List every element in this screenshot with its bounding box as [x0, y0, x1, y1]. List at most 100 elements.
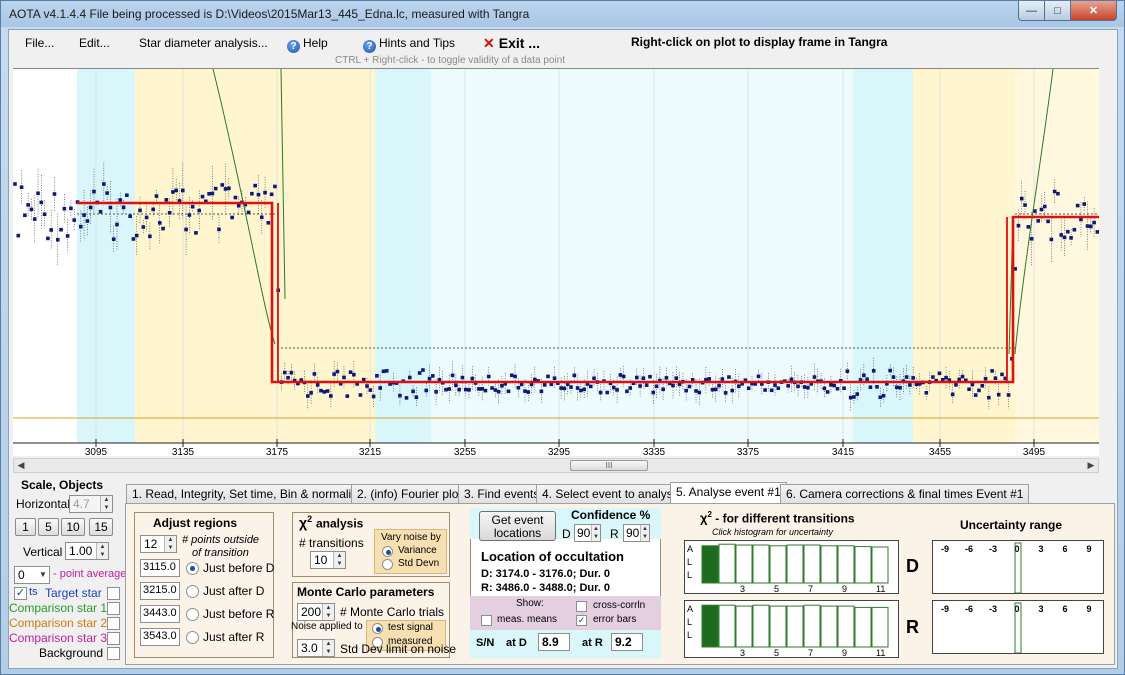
tab-select-event[interactable]: 4. Select event to analyse: [536, 484, 686, 503]
cross-corrln-checkbox[interactable]: [576, 601, 587, 612]
data-point: [687, 384, 692, 389]
data-point: [65, 234, 70, 238]
data-point: [572, 373, 577, 378]
menu-hints[interactable]: ? Hints and Tips: [363, 36, 455, 53]
data-point: [1013, 267, 1017, 271]
spinner-arrows-icon[interactable]: ▲ ▼: [591, 525, 600, 541]
scale-button-5[interactable]: 5: [38, 518, 59, 536]
d-uncertainty-plot[interactable]: -9 -6 -3 0 3 6 9: [932, 540, 1104, 594]
right-click-note: Right-click on plot to display frame in …: [631, 35, 888, 49]
confidence-r-spinner[interactable]: 90 ▲ ▼: [623, 524, 650, 542]
data-point: [108, 205, 113, 210]
light-curve-plot[interactable]: 3095 3135 3175 3215 3255 3295 3335 3375 3415 3455…: [13, 68, 1099, 457]
show-options-band: [470, 596, 661, 630]
vertical-scale-spinner[interactable]: 1.00 ▲ ▼: [65, 542, 109, 560]
data-point: [585, 382, 590, 386]
meas-means-checkbox[interactable]: [481, 615, 492, 626]
confidence-d-spinner[interactable]: 90 ▲ ▼: [574, 524, 601, 542]
scale-button-15[interactable]: 15: [89, 518, 113, 536]
menu-edit[interactable]: Edit...: [79, 36, 110, 50]
maximize-button[interactable]: □: [1044, 1, 1071, 21]
region-radio[interactable]: [186, 562, 199, 575]
scroll-right-icon[interactable]: ▶: [1087, 460, 1095, 470]
close-button[interactable]: ✕: [1070, 1, 1117, 21]
monte-carlo-trials-spinner[interactable]: 200 ▲ ▼: [297, 603, 335, 621]
histogram-tick-label: 7: [808, 584, 813, 593]
uncertainty-tick-label: -6: [965, 604, 973, 614]
region-frame-input[interactable]: 3215.0: [140, 582, 180, 600]
spinner-arrows-icon[interactable]: ▲ ▼: [100, 496, 112, 512]
data-point: [875, 385, 879, 389]
data-point: [111, 237, 116, 241]
r-chi-histogram[interactable]: A L L 1 3 5 7 9 11: [684, 600, 899, 658]
chevron-down-icon[interactable]: ▼: [37, 567, 49, 583]
tab-find-events[interactable]: 3. Find events: [458, 484, 546, 503]
confidence-title: Confidence %: [571, 508, 651, 522]
d-chi-histogram[interactable]: A L L 1 3 5 7 9 11: [684, 540, 899, 594]
comparison-star-3-checkbox[interactable]: [107, 632, 120, 645]
data-point: [358, 393, 363, 397]
histogram-bar: [786, 605, 804, 648]
horizontal-scale-spinner[interactable]: 4.7 ▲ ▼: [69, 495, 113, 513]
std-dev-limit-spinner[interactable]: 3.0 ▲ ▼: [297, 639, 335, 657]
error-bars-checkbox[interactable]: ✓: [576, 615, 587, 626]
data-point: [802, 385, 807, 389]
spinner-arrows-icon[interactable]: ▲ ▼: [96, 543, 108, 559]
menu-help[interactable]: ? Help: [287, 36, 328, 53]
region-radio[interactable]: [186, 608, 199, 621]
scroll-thumb[interactable]: III: [570, 460, 648, 471]
uncertainty-tick-label: -6: [965, 544, 973, 554]
data-point: [243, 202, 248, 207]
data-point: [148, 234, 152, 239]
light-curve-svg[interactable]: 3095 3135 3175 3215 3255 3295 3335 3375 3415 3455…: [13, 69, 1099, 457]
comparison-star-1-checkbox[interactable]: [107, 602, 120, 615]
target-star-checkbox[interactable]: ✓: [14, 587, 27, 600]
transitions-spinner[interactable]: 10 ▲ ▼: [310, 551, 346, 569]
scale-button-1[interactable]: 1: [15, 518, 36, 536]
horizontal-label: Horizontal: [16, 497, 71, 511]
tab-fourier[interactable]: 2. (info) Fourier plot: [351, 484, 468, 503]
menu-star-diameter[interactable]: Star diameter analysis...: [139, 36, 268, 50]
data-point: [526, 390, 531, 394]
uncertainty-tick-label: 9: [1086, 604, 1091, 614]
variance-radio[interactable]: [382, 546, 393, 557]
scroll-left-icon[interactable]: ◀: [17, 460, 25, 470]
test-signal-radio[interactable]: [372, 623, 383, 634]
spinner-arrows-icon[interactable]: ▲ ▼: [333, 552, 345, 568]
spinner-arrows-icon[interactable]: ▲ ▼: [164, 536, 176, 552]
menu-exit[interactable]: ✕ Exit ...: [483, 35, 540, 52]
title-bar[interactable]: AOTA v4.1.4.4 File being processed is D:…: [1, 1, 1124, 27]
spinner-arrows-icon[interactable]: ▲ ▼: [322, 640, 334, 656]
minimize-button[interactable]: —: [1018, 1, 1045, 21]
tab-analyse-event[interactable]: 5. Analyse event #1: [670, 482, 787, 504]
get-event-locations-button[interactable]: Get event locations: [479, 511, 556, 541]
target-star-extra-checkbox[interactable]: [107, 587, 120, 600]
plot-horizontal-scrollbar[interactable]: ◀ III ▶: [13, 458, 1099, 473]
histogram-tick-label: 11: [876, 584, 885, 593]
tab-camera-corrections[interactable]: 6. Camera corrections & final times Even…: [780, 484, 1030, 503]
spinner-arrows-icon[interactable]: ▲ ▼: [640, 525, 649, 541]
comparison-star-2-checkbox[interactable]: [107, 617, 120, 630]
chi-sup: 2: [307, 514, 313, 524]
points-outside-spinner[interactable]: 12 ▲ ▼: [140, 535, 177, 553]
spinner-arrows-icon[interactable]: ▲ ▼: [322, 604, 334, 620]
std-devn-radio[interactable]: [382, 559, 393, 570]
background-checkbox[interactable]: [107, 647, 120, 660]
region-frame-input[interactable]: 3115.0: [140, 559, 180, 577]
scale-button-10[interactable]: 10: [61, 518, 85, 536]
data-point: [194, 231, 198, 235]
measured-radio[interactable]: [372, 637, 383, 648]
menu-file[interactable]: File...: [25, 36, 55, 50]
location-d-line: D: 3174.0 - 3176.0; Dur. 0: [481, 568, 611, 580]
region-frame-input[interactable]: 3543.0: [140, 628, 180, 646]
r-uncertainty-plot[interactable]: -9 -6 -3 0 3 6 9: [932, 600, 1104, 654]
data-point: [299, 378, 304, 382]
region-frame-input[interactable]: 3443.0: [140, 605, 180, 623]
region-radio[interactable]: [186, 631, 199, 644]
region-radio[interactable]: [186, 585, 199, 598]
tab-read-integrity[interactable]: 1. Read, Integrity, Set time, Bin & norm…: [126, 484, 370, 503]
point-average-select[interactable]: 0 ▼: [14, 566, 50, 584]
